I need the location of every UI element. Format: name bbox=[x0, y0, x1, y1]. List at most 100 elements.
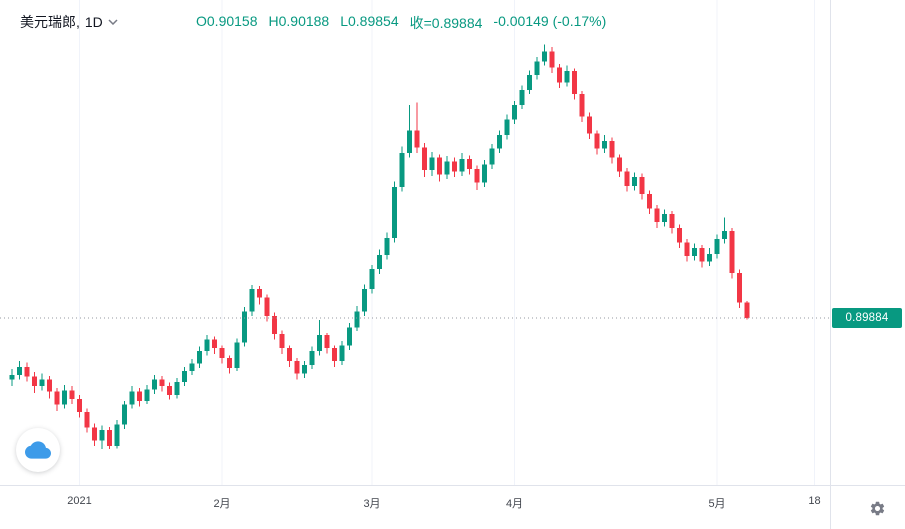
candle-body bbox=[354, 311, 360, 328]
candle-body bbox=[137, 391, 142, 401]
candle-body bbox=[219, 348, 225, 358]
candle-body bbox=[579, 93, 585, 117]
candle-body bbox=[122, 404, 127, 425]
candle-body bbox=[17, 366, 22, 375]
candle-body bbox=[99, 430, 105, 441]
candle-body bbox=[167, 386, 172, 396]
candle-body bbox=[129, 391, 135, 405]
ohlc-high-value: H0.90188 bbox=[268, 13, 330, 29]
candle-body bbox=[489, 148, 495, 165]
symbol-header[interactable]: 美元瑞郎, 1D bbox=[20, 12, 118, 32]
candle-body bbox=[174, 382, 180, 396]
candle-body bbox=[504, 119, 510, 136]
candle-body bbox=[617, 157, 622, 172]
time-axis[interactable]: 2021 2月 3月 4月 5月 18 bbox=[0, 486, 905, 529]
candle-body bbox=[632, 176, 637, 186]
candle-body bbox=[197, 351, 202, 364]
candle-body bbox=[182, 370, 187, 383]
time-axis-label: 2021 bbox=[67, 495, 92, 507]
price-label-text: 0.89884 bbox=[845, 312, 889, 325]
candle-body bbox=[339, 345, 345, 362]
candle-body bbox=[512, 105, 517, 120]
candle-body bbox=[107, 430, 112, 446]
candle-body bbox=[392, 187, 397, 238]
candle-body bbox=[377, 254, 382, 270]
candle-body bbox=[317, 335, 322, 352]
candle-body bbox=[189, 363, 195, 371]
candle-body bbox=[39, 379, 45, 387]
candle-body bbox=[549, 51, 555, 68]
price-axis-separator bbox=[830, 0, 831, 529]
candle-body bbox=[144, 389, 150, 401]
candle-body bbox=[692, 248, 697, 257]
candle-body bbox=[594, 133, 600, 149]
candle-body bbox=[302, 365, 307, 374]
candle-body bbox=[482, 164, 487, 183]
candle-body bbox=[9, 374, 15, 380]
candle-body bbox=[84, 412, 90, 428]
candle-body bbox=[572, 71, 577, 94]
candle-body bbox=[729, 231, 735, 274]
price-axis[interactable] bbox=[831, 0, 905, 485]
candle-body bbox=[564, 71, 570, 83]
symbol-title[interactable]: 美元瑞郎, bbox=[20, 14, 80, 30]
chevron-down-icon[interactable] bbox=[108, 19, 118, 25]
candle-body bbox=[62, 390, 67, 405]
candle-body bbox=[384, 237, 390, 255]
ohlc-low-value: L0.89854 bbox=[340, 13, 399, 29]
candlestick-chart[interactable] bbox=[0, 0, 830, 485]
time-axis-label: 4月 bbox=[505, 498, 524, 510]
candle-body bbox=[587, 116, 592, 134]
candle-body bbox=[557, 67, 562, 83]
candle-body bbox=[737, 273, 742, 303]
ohlc-row: O0.90158 H0.90188 L0.89854 收=0.89884 -0.… bbox=[196, 13, 606, 33]
candle-body bbox=[234, 342, 240, 368]
candle-body bbox=[212, 339, 217, 349]
candle-body bbox=[264, 297, 270, 316]
candle-body bbox=[677, 227, 682, 243]
candle-body bbox=[324, 335, 330, 349]
time-axis-label: 5月 bbox=[708, 498, 726, 510]
candle-body bbox=[369, 269, 375, 289]
candle-body bbox=[437, 157, 442, 175]
candle-body bbox=[24, 366, 30, 377]
candle-body bbox=[242, 311, 247, 343]
candle-body bbox=[602, 140, 607, 149]
candle-body bbox=[399, 153, 405, 188]
interval-label[interactable]: 1D bbox=[84, 14, 103, 30]
logo-button[interactable] bbox=[16, 428, 60, 472]
ohlc-close-value: 收=0.89884 bbox=[409, 15, 483, 31]
candle-body bbox=[714, 239, 720, 254]
ohlc-open-value: O0.90158 bbox=[196, 13, 258, 29]
candle-body bbox=[347, 327, 352, 346]
time-axis-label: 2月 bbox=[213, 498, 231, 510]
candle-body bbox=[722, 231, 727, 240]
candle-body bbox=[744, 302, 750, 319]
candle-body bbox=[519, 89, 525, 106]
candle-body bbox=[92, 427, 97, 441]
candle-body bbox=[669, 214, 675, 228]
candle-body bbox=[227, 357, 232, 368]
settings-gear-icon[interactable] bbox=[865, 496, 889, 520]
candle-body bbox=[467, 158, 472, 170]
candle-body bbox=[257, 288, 262, 298]
time-axis-separator bbox=[0, 485, 905, 486]
candle-body bbox=[279, 334, 285, 349]
candle-body bbox=[287, 348, 292, 362]
candle-body bbox=[69, 390, 75, 400]
candle-body bbox=[699, 248, 705, 262]
candle-body bbox=[294, 361, 300, 374]
candle-body bbox=[47, 379, 52, 392]
candle-body bbox=[609, 140, 615, 158]
candle-body bbox=[332, 348, 337, 362]
candle-body bbox=[152, 379, 157, 390]
candle-body bbox=[444, 161, 450, 175]
gear-icon bbox=[870, 501, 884, 515]
candle-body bbox=[474, 169, 480, 183]
candle-body bbox=[647, 193, 652, 209]
candle-body bbox=[662, 214, 667, 223]
candle-body bbox=[54, 391, 60, 405]
candle-body bbox=[654, 208, 660, 223]
candle-body bbox=[542, 51, 547, 62]
candle-body bbox=[159, 379, 165, 387]
